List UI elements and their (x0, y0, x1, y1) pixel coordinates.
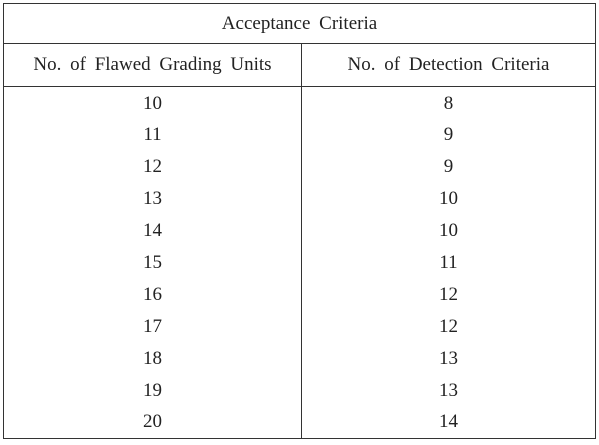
table-row: 20 14 (3, 406, 596, 439)
table-row: 15 11 (3, 246, 596, 279)
table-row: 17 12 (3, 310, 596, 343)
table-row: 14 10 (3, 214, 596, 247)
table-cell: 12 (439, 315, 458, 337)
table-row: 16 12 (3, 278, 596, 311)
table-cell: 20 (3, 406, 302, 439)
column-header: No. of Flawed Grading Units (3, 43, 302, 87)
table-cell: 13 (439, 379, 458, 401)
table-cell: 17 (3, 310, 302, 343)
table-row: 18 13 (3, 342, 596, 375)
table-cell: 10 (439, 187, 458, 209)
table-cell: 9 (443, 155, 454, 177)
table-title: Acceptance Criteria (3, 3, 596, 44)
table-head: Acceptance Criteria No. of Flawed Gradin… (3, 3, 596, 87)
table-cell: 18 (3, 342, 302, 375)
column-header: No. of Detection Criteria (301, 43, 596, 87)
table-cell: 12 (439, 283, 458, 305)
table-row: 12 9 (3, 150, 596, 183)
table-cell: 14 (439, 411, 458, 433)
table-row: 19 13 (3, 374, 596, 407)
table-cell: 10 (3, 86, 302, 119)
table-body: 10 8 11 9 12 9 13 10 14 10 15 11 16 12 17 12 18 13 19 13 20 1… (3, 86, 596, 439)
table-cell: 15 (3, 246, 302, 279)
table-row: 13 10 (3, 182, 596, 215)
table-cell: 10 (439, 219, 458, 241)
table-cell: 9 (443, 123, 454, 145)
table-cell: 16 (3, 278, 302, 311)
header-row: No. of Flawed Grading Units No. of Detec… (3, 43, 596, 87)
table-cell: 13 (3, 182, 302, 215)
table-cell: 8 (443, 92, 454, 114)
table-row: 10 8 (3, 86, 596, 119)
table-cell: 11 (3, 118, 302, 151)
table-cell: 12 (3, 150, 302, 183)
acceptance-table: Acceptance Criteria No. of Flawed Gradin… (3, 3, 596, 439)
title-row: Acceptance Criteria (3, 3, 596, 44)
table-cell: 13 (439, 347, 458, 369)
table-cell: 11 (439, 251, 458, 273)
table-row: 11 9 (3, 118, 596, 151)
table-cell: 14 (3, 214, 302, 247)
table-cell: 19 (3, 374, 302, 407)
